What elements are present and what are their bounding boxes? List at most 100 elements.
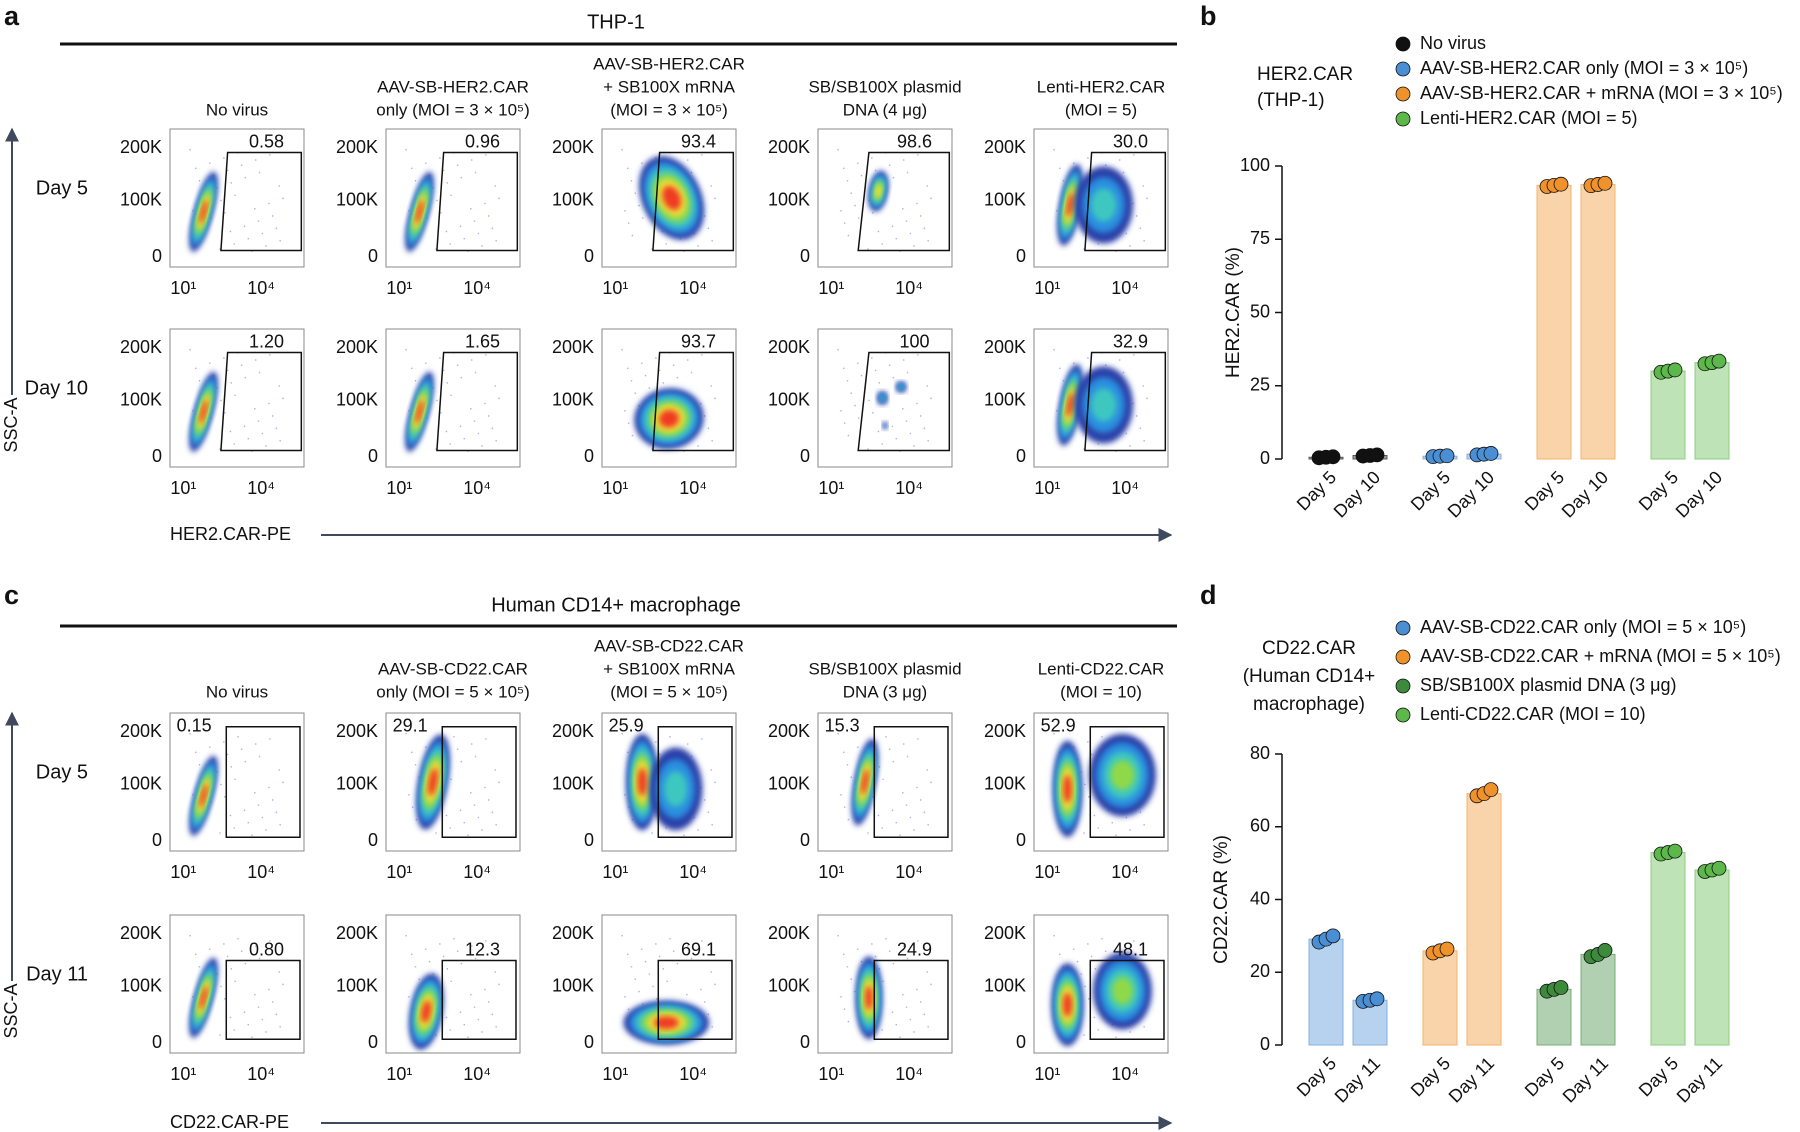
gate-percent: 0.58 <box>249 132 284 152</box>
event-dot <box>410 367 413 370</box>
y-tick-label: 0 <box>1016 246 1026 266</box>
event-dot <box>1053 148 1055 151</box>
event-dot <box>247 1023 250 1026</box>
event-dot <box>874 955 877 958</box>
event-dot <box>485 354 487 356</box>
event-dot <box>703 799 706 801</box>
replicate-dot <box>1597 175 1613 191</box>
x-tick-label: 10¹ <box>602 478 628 498</box>
y-tick-label: 60 <box>1250 816 1270 836</box>
event-dot <box>703 415 706 417</box>
gate-percent: 1.20 <box>249 332 284 352</box>
event-dot <box>878 968 881 970</box>
event-dot <box>192 409 194 412</box>
event-dot <box>1094 968 1097 970</box>
event-dot <box>1118 359 1121 361</box>
density-level <box>1062 992 1073 1017</box>
gate <box>1084 151 1167 252</box>
event-dot <box>1125 816 1128 819</box>
panel-title: THP-1 <box>587 11 645 33</box>
event-dot <box>686 945 689 947</box>
event-dot <box>1101 736 1103 738</box>
bar <box>1308 938 1344 1046</box>
density-level <box>1090 188 1117 222</box>
event-dot <box>624 995 626 998</box>
replicate-dot <box>1325 449 1341 465</box>
density-level <box>637 767 647 797</box>
event-dot <box>700 988 702 991</box>
event-dot <box>278 769 281 771</box>
event-dot <box>1146 397 1148 400</box>
event-dot <box>902 993 904 996</box>
event-dot <box>408 793 410 796</box>
event-dot <box>223 741 225 743</box>
event-dot <box>446 182 449 184</box>
event-dot <box>198 379 201 382</box>
event-dot <box>244 760 247 763</box>
event-dot <box>860 374 863 377</box>
y-tick-label: 100K <box>336 976 378 996</box>
event-dot <box>269 738 271 740</box>
event-dot <box>840 409 842 412</box>
bar <box>1580 183 1616 460</box>
bar <box>1650 370 1686 460</box>
y-tick-label: 100K <box>552 390 594 410</box>
event-dot <box>257 804 260 806</box>
event-dot <box>230 968 233 970</box>
bar <box>1536 988 1572 1046</box>
event-dot <box>1072 362 1075 364</box>
event-dot <box>415 818 418 821</box>
density-level <box>421 1000 432 1023</box>
event-dot <box>450 778 452 781</box>
event-dot <box>927 1025 929 1028</box>
event-dot <box>1097 1029 1099 1031</box>
event-dot <box>240 364 243 367</box>
event-dot <box>194 167 197 170</box>
event-dot <box>1115 1036 1117 1038</box>
event-dot <box>230 766 233 768</box>
event-dot <box>498 397 500 400</box>
event-dot <box>449 1029 451 1031</box>
event-dot <box>874 369 877 372</box>
event-dot <box>842 953 845 956</box>
event-dot <box>895 437 898 440</box>
gate-percent: 30.0 <box>1113 132 1148 152</box>
event-dot <box>877 814 880 817</box>
event-dot <box>243 1011 246 1014</box>
event-dot <box>484 786 486 789</box>
y-tick-label: 100K <box>120 190 162 210</box>
event-dot <box>624 209 626 212</box>
y-axis-label: HER2.CAR (%) <box>1223 247 1244 378</box>
y-tick-label: 80 <box>1250 743 1270 763</box>
chart-title: (Human CD14+ <box>1243 666 1376 687</box>
plot-frame <box>1033 128 1169 268</box>
event-dot <box>494 769 497 771</box>
y-tick-label: 20 <box>1250 961 1270 981</box>
event-dot <box>453 938 455 940</box>
y-tick-label: 0 <box>152 246 162 266</box>
density-plot <box>189 732 284 836</box>
density-level <box>415 400 424 424</box>
event-dot <box>631 234 634 237</box>
event-dot <box>473 804 476 806</box>
event-dot <box>885 938 887 940</box>
event-dot <box>192 995 194 998</box>
event-dot <box>474 957 477 960</box>
event-dot <box>714 983 716 986</box>
event-dot <box>640 362 643 364</box>
density-level <box>653 1016 679 1030</box>
event-dot <box>1088 998 1090 1000</box>
event-dot <box>892 176 895 179</box>
event-dot <box>240 748 243 751</box>
event-dot <box>854 204 856 207</box>
event-dot <box>230 382 233 384</box>
density-plot <box>405 148 500 252</box>
plot-frame <box>601 914 737 1054</box>
event-dot <box>269 940 271 942</box>
y-tick-label: 75 <box>1250 228 1270 248</box>
event-dot <box>258 957 261 960</box>
x-tick-label: 10⁴ <box>463 862 491 882</box>
gate <box>1089 726 1165 838</box>
event-dot <box>867 832 869 834</box>
plot-frame <box>817 914 953 1054</box>
